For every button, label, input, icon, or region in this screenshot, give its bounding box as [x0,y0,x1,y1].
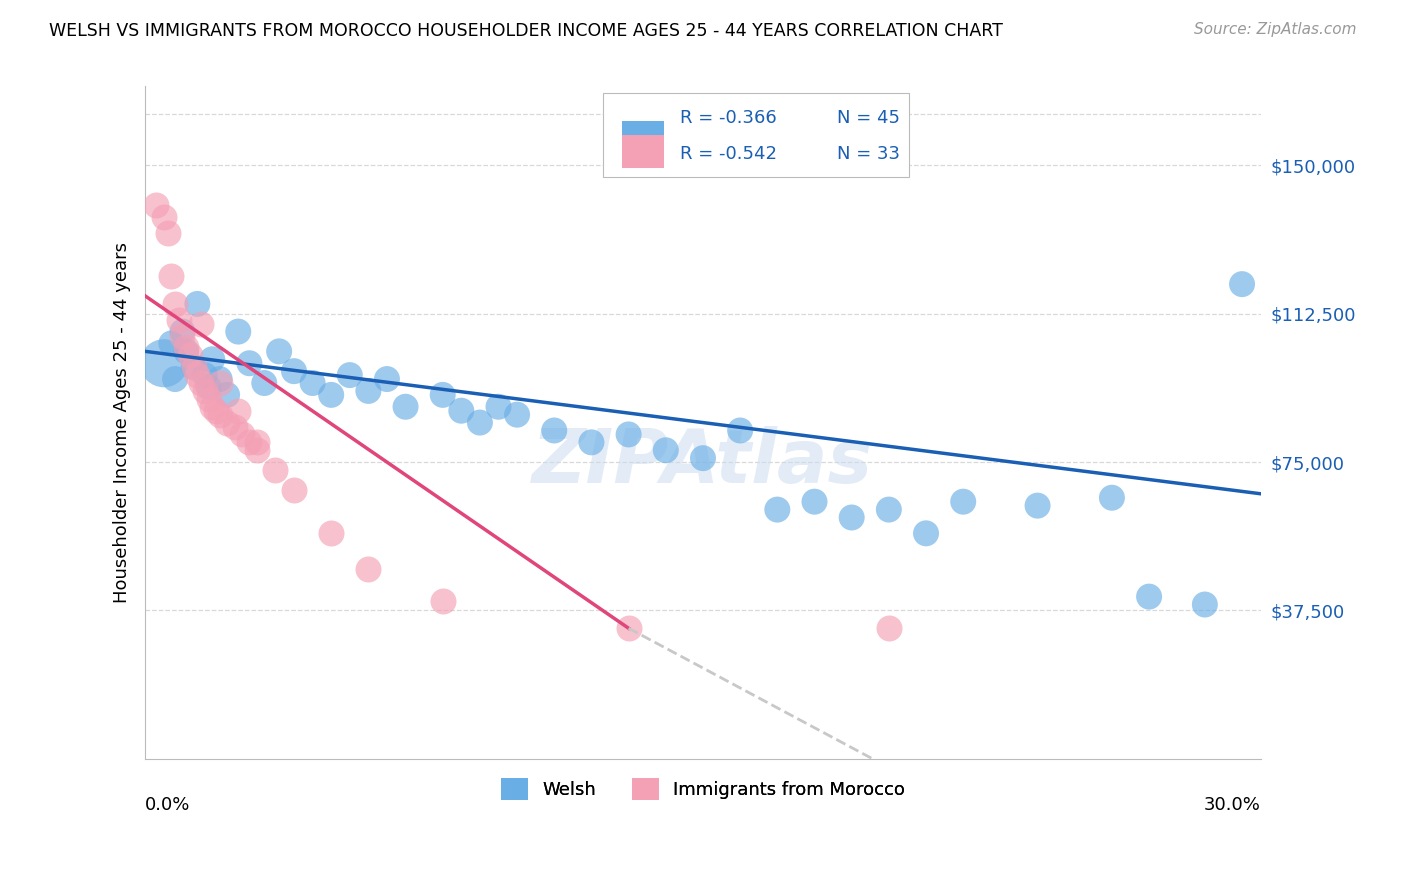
Point [655,443,678,458]
Text: 0.0%: 0.0% [145,796,191,814]
Point [375,372,398,386]
Point [468,416,491,430]
Point [357,562,380,576]
Point [450,403,472,417]
Point [208,372,231,386]
Point [165,297,187,311]
Point [183,360,205,375]
Point [394,400,416,414]
Point [432,388,454,402]
Text: R = -0.366: R = -0.366 [679,109,776,127]
Point [190,317,212,331]
Point [160,269,183,284]
Point [186,297,208,311]
Point [238,435,260,450]
Point [226,403,249,417]
Point [766,502,789,516]
Point [1194,598,1216,612]
Point [321,526,343,541]
Point [301,376,323,390]
Point [728,424,751,438]
Point [283,364,305,378]
Point [153,210,176,224]
FancyBboxPatch shape [621,136,664,168]
Point [208,376,231,390]
Point [803,494,825,508]
Point [952,494,974,508]
Point [183,360,205,375]
Point [217,416,239,430]
Point [153,356,176,370]
Point [226,325,249,339]
Point [339,368,361,383]
Point [160,336,183,351]
Point [194,384,217,398]
Point [231,427,253,442]
Point [197,392,219,406]
Point [165,372,187,386]
Point [488,400,510,414]
Point [877,621,900,635]
Point [617,621,640,635]
Point [1230,277,1253,292]
Point [692,451,714,466]
Point [915,526,938,541]
Point [841,510,863,524]
Point [246,435,269,450]
Point [617,427,640,442]
Text: WELSH VS IMMIGRANTS FROM MOROCCO HOUSEHOLDER INCOME AGES 25 - 44 YEARS CORRELATI: WELSH VS IMMIGRANTS FROM MOROCCO HOUSEHO… [49,22,1002,40]
Point [174,340,197,354]
Point [201,352,224,367]
Text: N = 33: N = 33 [837,145,900,163]
Point [1026,499,1049,513]
Point [581,435,603,450]
Point [269,344,291,359]
Point [179,348,201,362]
FancyBboxPatch shape [621,120,664,153]
Point [145,198,167,212]
Point [172,325,194,339]
Point [1137,590,1160,604]
Point [506,408,529,422]
Point [172,328,194,343]
Point [238,356,260,370]
Text: Source: ZipAtlas.com: Source: ZipAtlas.com [1194,22,1357,37]
Point [1101,491,1123,505]
Text: R = -0.542: R = -0.542 [679,145,776,163]
Point [224,419,246,434]
Point [246,443,269,458]
Text: ZIPAtlas: ZIPAtlas [533,426,873,500]
Point [197,380,219,394]
Point [156,226,179,240]
Point [190,376,212,390]
Point [264,463,287,477]
Point [253,376,276,390]
Point [543,424,565,438]
Text: 30.0%: 30.0% [1204,796,1261,814]
Point [877,502,900,516]
Point [186,368,208,383]
Point [217,388,239,402]
Y-axis label: Householder Income Ages 25 - 44 years: Householder Income Ages 25 - 44 years [114,242,131,603]
Point [167,312,190,326]
Point [432,593,454,607]
FancyBboxPatch shape [603,93,910,178]
Point [201,400,224,414]
Text: N = 45: N = 45 [837,109,900,127]
Legend: Welsh, Immigrants from Morocco: Welsh, Immigrants from Morocco [494,771,912,807]
Point [283,483,305,497]
Point [208,408,231,422]
Point [174,344,197,359]
Point [194,368,217,383]
Point [321,388,343,402]
Point [357,384,380,398]
Point [205,403,228,417]
